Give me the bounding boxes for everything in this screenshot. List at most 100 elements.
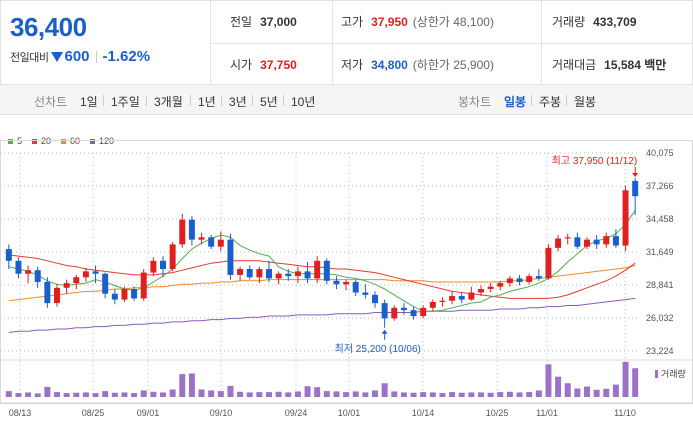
volume-bar — [420, 392, 427, 397]
candle-chart-tab[interactable]: 봉차트 — [458, 95, 492, 109]
volume-bar — [314, 387, 321, 397]
price-header: 36,400 전일대비 600 -1.62% 전일 37,000 고가 37,9… — [0, 0, 693, 86]
volume-bar — [256, 392, 263, 397]
trade-value-value: 15,584 백만 — [604, 58, 667, 72]
divider — [566, 95, 567, 106]
divider — [95, 50, 97, 63]
candle-monthly[interactable]: 월봉 — [574, 95, 597, 109]
y-tick-label: 28,841 — [646, 280, 674, 290]
price-chart[interactable]: 40,075 37,266 34,458 31,649 28,841 26,032 23,2… — [0, 140, 693, 434]
volume-bar — [497, 392, 504, 397]
candle-body — [323, 260, 330, 281]
volume-bar — [63, 393, 70, 397]
divider — [146, 95, 147, 106]
volume-stat: 거래량 433,709 — [552, 13, 637, 30]
volume-bar — [506, 391, 513, 397]
volume-legend: 거래량 — [655, 367, 686, 380]
volume-bar — [275, 391, 282, 397]
volume-bar — [632, 368, 639, 397]
candle-body — [603, 236, 610, 245]
volume-label: 거래량 — [552, 15, 586, 29]
candle-daily[interactable]: 일봉 — [504, 95, 527, 109]
volume-bar — [54, 392, 60, 397]
y-tick-label: 23,224 — [646, 346, 674, 356]
prev-close-stat: 전일 37,000 — [230, 13, 297, 30]
volume-bar — [333, 391, 340, 397]
period-1y[interactable]: 1년 — [198, 95, 216, 109]
volume-bar — [458, 392, 465, 397]
candle-body — [333, 280, 340, 285]
trade-value-label: 거래대금 — [552, 58, 597, 72]
high-stat: 고가 37,950 (상한가 48,100) — [341, 13, 494, 30]
x-tick-label: 10/01 — [338, 408, 361, 418]
period-1w[interactable]: 1주일 — [111, 95, 140, 109]
candle-body — [208, 237, 215, 247]
volume-bar — [323, 391, 330, 397]
candle-body — [314, 260, 321, 279]
candle-body — [25, 270, 32, 274]
candle-body — [44, 281, 51, 304]
current-price: 36,400 — [10, 12, 87, 42]
volume-bar — [121, 392, 128, 397]
period-1d[interactable]: 1일 — [80, 95, 98, 109]
candle-body — [343, 281, 350, 285]
divider — [103, 95, 104, 106]
volume-bar — [285, 392, 292, 397]
high-value: 37,950 — [371, 15, 408, 29]
volume-bar — [188, 373, 195, 397]
volume-bar — [169, 389, 176, 397]
candle-body — [227, 239, 234, 275]
low-label: 저가 — [341, 58, 364, 72]
period-3y[interactable]: 3년 — [229, 95, 247, 109]
candle-body — [266, 269, 272, 279]
candle-body — [188, 219, 195, 240]
ma120-line — [8, 297, 636, 333]
x-tick-label: 11/01 — [536, 408, 558, 418]
candle-body — [439, 300, 446, 302]
line-chart-tab[interactable]: 선차트 — [34, 95, 68, 109]
candle-body — [294, 271, 301, 277]
volume-bar — [400, 392, 407, 397]
candle-body — [468, 292, 475, 300]
divider — [190, 95, 191, 106]
divider — [283, 95, 284, 106]
volume-bar — [603, 388, 610, 397]
candle-body — [612, 236, 619, 246]
y-tick-label: 37,266 — [646, 181, 674, 191]
volume-bar — [34, 393, 41, 397]
candle-weekly[interactable]: 주봉 — [539, 95, 562, 109]
candle-body — [82, 271, 89, 278]
volume-bar — [102, 391, 109, 397]
period-3m[interactable]: 3개월 — [154, 95, 183, 109]
period-10y[interactable]: 10년 — [291, 95, 316, 109]
candle-body — [169, 244, 176, 270]
volume-bar — [294, 391, 301, 397]
y-tick-label: 31,649 — [646, 247, 674, 257]
max-annotation: 최고 37,950 (11/12) — [552, 155, 638, 167]
candle-body — [237, 269, 244, 275]
volume-bar — [362, 392, 369, 397]
volume-bar — [478, 392, 484, 397]
candle-body — [584, 239, 590, 247]
volume-value: 433,709 — [593, 15, 637, 29]
divider — [252, 95, 253, 106]
candle-body — [198, 237, 205, 240]
chart-toolbar: 선차트 1일 1주일 3개월 1년 3년 5년 10년 봉차트 일봉 주봉 월봉 — [0, 85, 693, 115]
candle-body — [73, 277, 80, 284]
candle-body — [304, 271, 311, 279]
volume-bar — [429, 392, 436, 397]
candle-body — [535, 276, 542, 279]
candle-body — [593, 239, 600, 245]
period-5y[interactable]: 5년 — [260, 95, 278, 109]
candle-body — [121, 289, 128, 300]
x-tick-label: 08/13 — [9, 408, 32, 418]
upper-limit: (상한가 48,100) — [412, 15, 494, 29]
candle-body — [429, 301, 436, 308]
candle-body — [545, 247, 552, 279]
volume-bar — [304, 386, 311, 397]
candle-body — [102, 273, 109, 294]
volume-bar — [179, 374, 186, 397]
y-tick-label: 26,032 — [646, 313, 674, 323]
divider — [531, 95, 532, 106]
min-annotation: 최저 25,200 (10/06) — [335, 343, 421, 355]
